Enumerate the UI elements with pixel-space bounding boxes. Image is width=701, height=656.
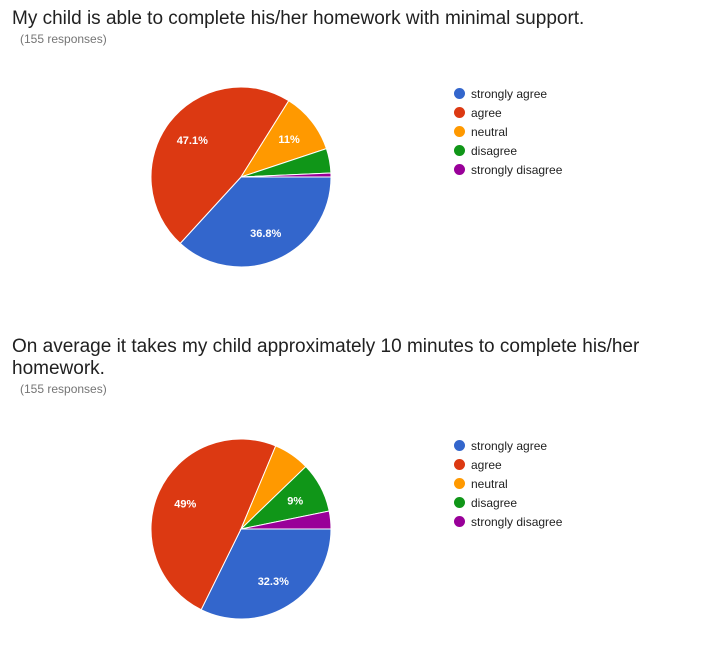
- legend-item: strongly disagree: [452, 160, 562, 179]
- pie-slice-strongly-agree: [179, 176, 332, 268]
- question-title: My child is able to complete his/her hom…: [12, 8, 585, 29]
- pie-slice-strongly-agree: [200, 528, 332, 620]
- legend-label: strongly disagree: [471, 514, 563, 529]
- legend-swatch: [454, 459, 465, 470]
- legend-label: disagree: [471, 495, 518, 510]
- pie-chart: 36.8% 47.1% 11%: [150, 86, 332, 268]
- pie-slice-strongly-disagree: [240, 510, 332, 530]
- legend-item: strongly agree: [452, 436, 562, 455]
- chart-legend: strongly agree agree neutral disagree st…: [452, 84, 562, 179]
- pie-slice-agree: [150, 86, 290, 245]
- legend-label: strongly agree: [471, 438, 548, 453]
- legend-item: disagree: [452, 493, 562, 512]
- slice-data-label: 47.1%: [177, 135, 208, 147]
- legend-label: neutral: [471, 124, 508, 139]
- question-card: My child is able to complete his/her hom…: [12, 8, 585, 268]
- legend-label: strongly disagree: [471, 162, 563, 177]
- legend-swatch: [454, 164, 465, 175]
- legend-swatch: [454, 497, 465, 508]
- slice-data-label: 36.8%: [250, 228, 281, 240]
- slice-data-label: 49%: [174, 499, 196, 511]
- response-count: (155 responses): [20, 32, 107, 46]
- legend-swatch: [454, 126, 465, 137]
- legend-item: neutral: [452, 474, 562, 493]
- legend-item: strongly disagree: [452, 512, 562, 531]
- pie-slice-strongly-disagree: [240, 172, 332, 178]
- question-card: On average it takes my child approximate…: [0, 328, 701, 656]
- legend-label: strongly agree: [471, 86, 548, 101]
- legend-label: neutral: [471, 476, 508, 491]
- legend-label: agree: [471, 457, 502, 472]
- legend-label: disagree: [471, 143, 518, 158]
- legend-swatch: [454, 107, 465, 118]
- pie-chart: 32.3% 49% 9%: [150, 438, 332, 620]
- legend-item: neutral: [452, 122, 562, 141]
- legend-item: disagree: [452, 141, 562, 160]
- chart-legend: strongly agree agree neutral disagree st…: [452, 436, 562, 531]
- slice-data-label: 32.3%: [258, 576, 289, 588]
- pie-slice-agree: [150, 438, 277, 611]
- slice-data-label: 9%: [287, 496, 303, 508]
- legend-swatch: [454, 88, 465, 99]
- question-title: On average it takes my child approximate…: [12, 336, 640, 379]
- legend-swatch: [454, 145, 465, 156]
- response-count: (155 responses): [20, 382, 107, 396]
- legend-swatch: [454, 440, 465, 451]
- legend-item: agree: [452, 455, 562, 474]
- legend-swatch: [454, 516, 465, 527]
- slice-data-label: 11%: [278, 134, 300, 146]
- legend-item: agree: [452, 103, 562, 122]
- legend-item: strongly agree: [452, 84, 562, 103]
- legend-swatch: [454, 478, 465, 489]
- legend-label: agree: [471, 105, 502, 120]
